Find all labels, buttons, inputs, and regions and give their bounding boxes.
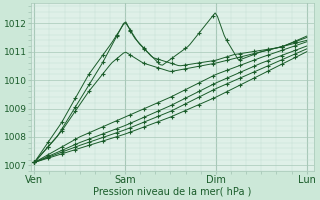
X-axis label: Pression niveau de la mer( hPa ): Pression niveau de la mer( hPa ) xyxy=(93,187,252,197)
